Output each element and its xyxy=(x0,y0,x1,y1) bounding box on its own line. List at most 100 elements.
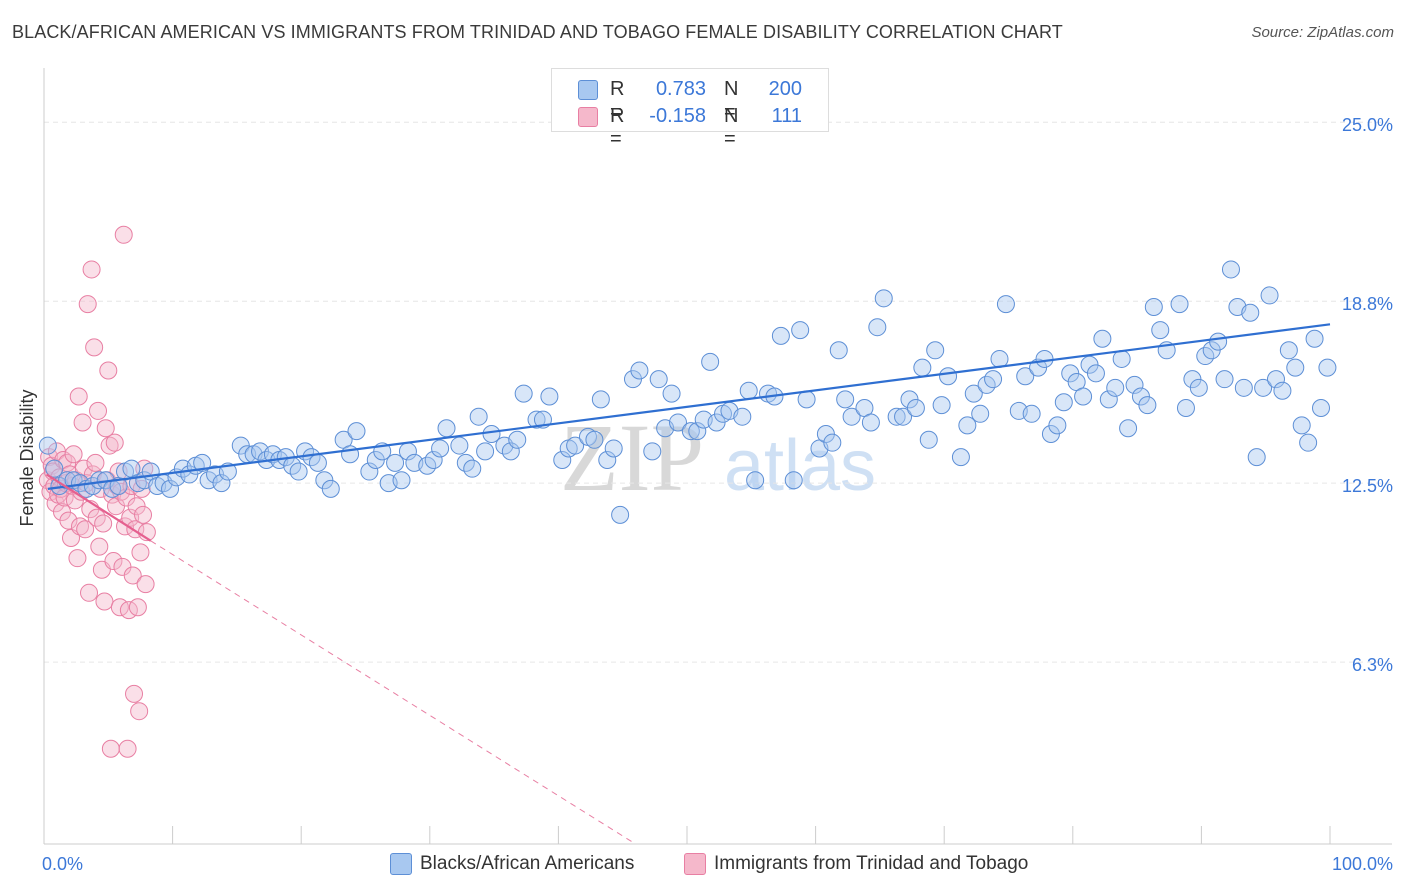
data-point-blue xyxy=(784,471,803,490)
data-point-pink xyxy=(68,549,87,568)
data-point-pink xyxy=(114,225,133,244)
data-point-pink xyxy=(85,338,104,357)
legend-r-value: -0.158 xyxy=(649,105,706,127)
y-axis-label: Female Disability xyxy=(17,389,37,526)
data-point-blue xyxy=(604,439,623,458)
data-point-blue xyxy=(984,370,1003,389)
data-point-blue xyxy=(566,436,585,455)
data-point-blue xyxy=(797,390,816,409)
data-point-pink xyxy=(94,514,113,533)
y-tick-label: 12.5% xyxy=(1342,476,1393,496)
data-point-blue xyxy=(649,370,668,389)
data-point-blue xyxy=(1260,286,1279,305)
data-point-blue xyxy=(45,459,64,478)
data-point-blue xyxy=(1279,341,1298,360)
data-point-blue xyxy=(771,326,790,345)
data-point-blue xyxy=(1209,332,1228,351)
data-point-blue xyxy=(501,442,520,461)
data-point-blue xyxy=(739,381,758,400)
data-point-blue xyxy=(392,471,411,490)
data-point-blue xyxy=(630,361,649,380)
data-point-blue xyxy=(964,384,983,403)
data-point-pink xyxy=(82,260,101,279)
data-point-pink xyxy=(71,517,90,536)
data-point-blue xyxy=(553,451,572,469)
data-point-blue xyxy=(1054,393,1073,412)
data-point-blue xyxy=(1305,329,1324,348)
data-point-blue xyxy=(360,462,379,481)
data-point-blue xyxy=(681,422,700,441)
data-point-blue xyxy=(894,407,913,426)
data-point-blue xyxy=(308,453,327,472)
data-point-blue xyxy=(321,479,340,498)
data-point-blue xyxy=(958,416,977,435)
data-point-pink xyxy=(78,295,97,314)
data-point-pink xyxy=(95,592,114,611)
y-tick-label: 6.3% xyxy=(1352,655,1393,675)
bottom-legend-label-blue: Blacks/African Americans xyxy=(420,853,635,874)
data-point-blue xyxy=(1292,416,1311,435)
data-point-blue xyxy=(347,422,366,441)
data-point-blue xyxy=(861,413,880,432)
legend-swatch-pink xyxy=(578,107,598,127)
data-point-pink xyxy=(59,511,78,530)
data-point-blue xyxy=(1016,367,1035,386)
data-point-blue xyxy=(1125,375,1144,394)
data-point-blue xyxy=(874,289,893,308)
data-point-blue xyxy=(469,407,488,426)
data-point-pink xyxy=(69,387,88,406)
data-point-blue xyxy=(437,419,456,438)
bottom-legend-swatch-pink xyxy=(684,853,706,875)
data-point-pink xyxy=(86,453,105,472)
data-point-blue xyxy=(1189,378,1208,397)
data-point-blue xyxy=(1254,378,1273,397)
data-point-blue xyxy=(951,448,970,467)
data-point-blue xyxy=(932,396,951,415)
tick-labels: 6.3% 12.5% 18.8% 25.0% 0.0% 100.0% xyxy=(42,115,1393,874)
data-point-blue xyxy=(1241,303,1260,322)
grid-lines xyxy=(44,121,1392,663)
data-point-blue xyxy=(887,407,906,426)
data-point-blue xyxy=(1176,399,1195,418)
data-point-blue xyxy=(289,462,308,481)
data-point-pink xyxy=(89,401,108,420)
data-point-blue xyxy=(919,430,938,449)
trend-extension-pink xyxy=(150,540,636,845)
data-point-blue xyxy=(688,422,707,441)
data-point-pink xyxy=(131,543,150,562)
data-point-blue xyxy=(906,399,925,418)
data-point-pink xyxy=(80,583,99,602)
data-point-pink xyxy=(136,575,155,594)
chart-title: BLACK/AFRICAN AMERICAN VS IMMIGRANTS FRO… xyxy=(12,22,1063,42)
data-point-blue xyxy=(996,295,1015,314)
watermark-atlas: atlas xyxy=(724,426,876,506)
data-point-blue xyxy=(1074,387,1093,406)
data-point-blue xyxy=(971,404,990,423)
data-point-blue xyxy=(939,367,958,386)
trend-lines xyxy=(45,323,1331,845)
data-point-blue xyxy=(508,430,527,449)
data-point-blue xyxy=(1035,349,1054,368)
watermark: ZIP atlas xyxy=(560,404,876,511)
data-point-pink xyxy=(74,459,93,478)
data-point-pink xyxy=(105,433,124,452)
data-point-blue xyxy=(1151,321,1170,340)
data-point-blue xyxy=(1086,364,1105,383)
data-point-pink xyxy=(99,361,118,380)
data-point-blue xyxy=(1106,378,1125,397)
data-point-blue xyxy=(823,433,842,452)
data-point-blue xyxy=(212,474,231,493)
data-point-blue xyxy=(1273,381,1292,400)
data-point-blue xyxy=(476,442,495,461)
data-point-blue xyxy=(611,505,630,524)
data-point-blue xyxy=(1119,419,1138,438)
data-point-blue xyxy=(791,321,810,340)
data-point-blue xyxy=(450,436,469,455)
x-tick-label: 0.0% xyxy=(42,854,83,874)
data-point-blue xyxy=(1048,416,1067,435)
data-point-blue xyxy=(1215,370,1234,389)
legend-n-value: 200 xyxy=(768,78,802,100)
data-point-pink xyxy=(76,520,95,539)
data-point-blue xyxy=(842,407,861,426)
